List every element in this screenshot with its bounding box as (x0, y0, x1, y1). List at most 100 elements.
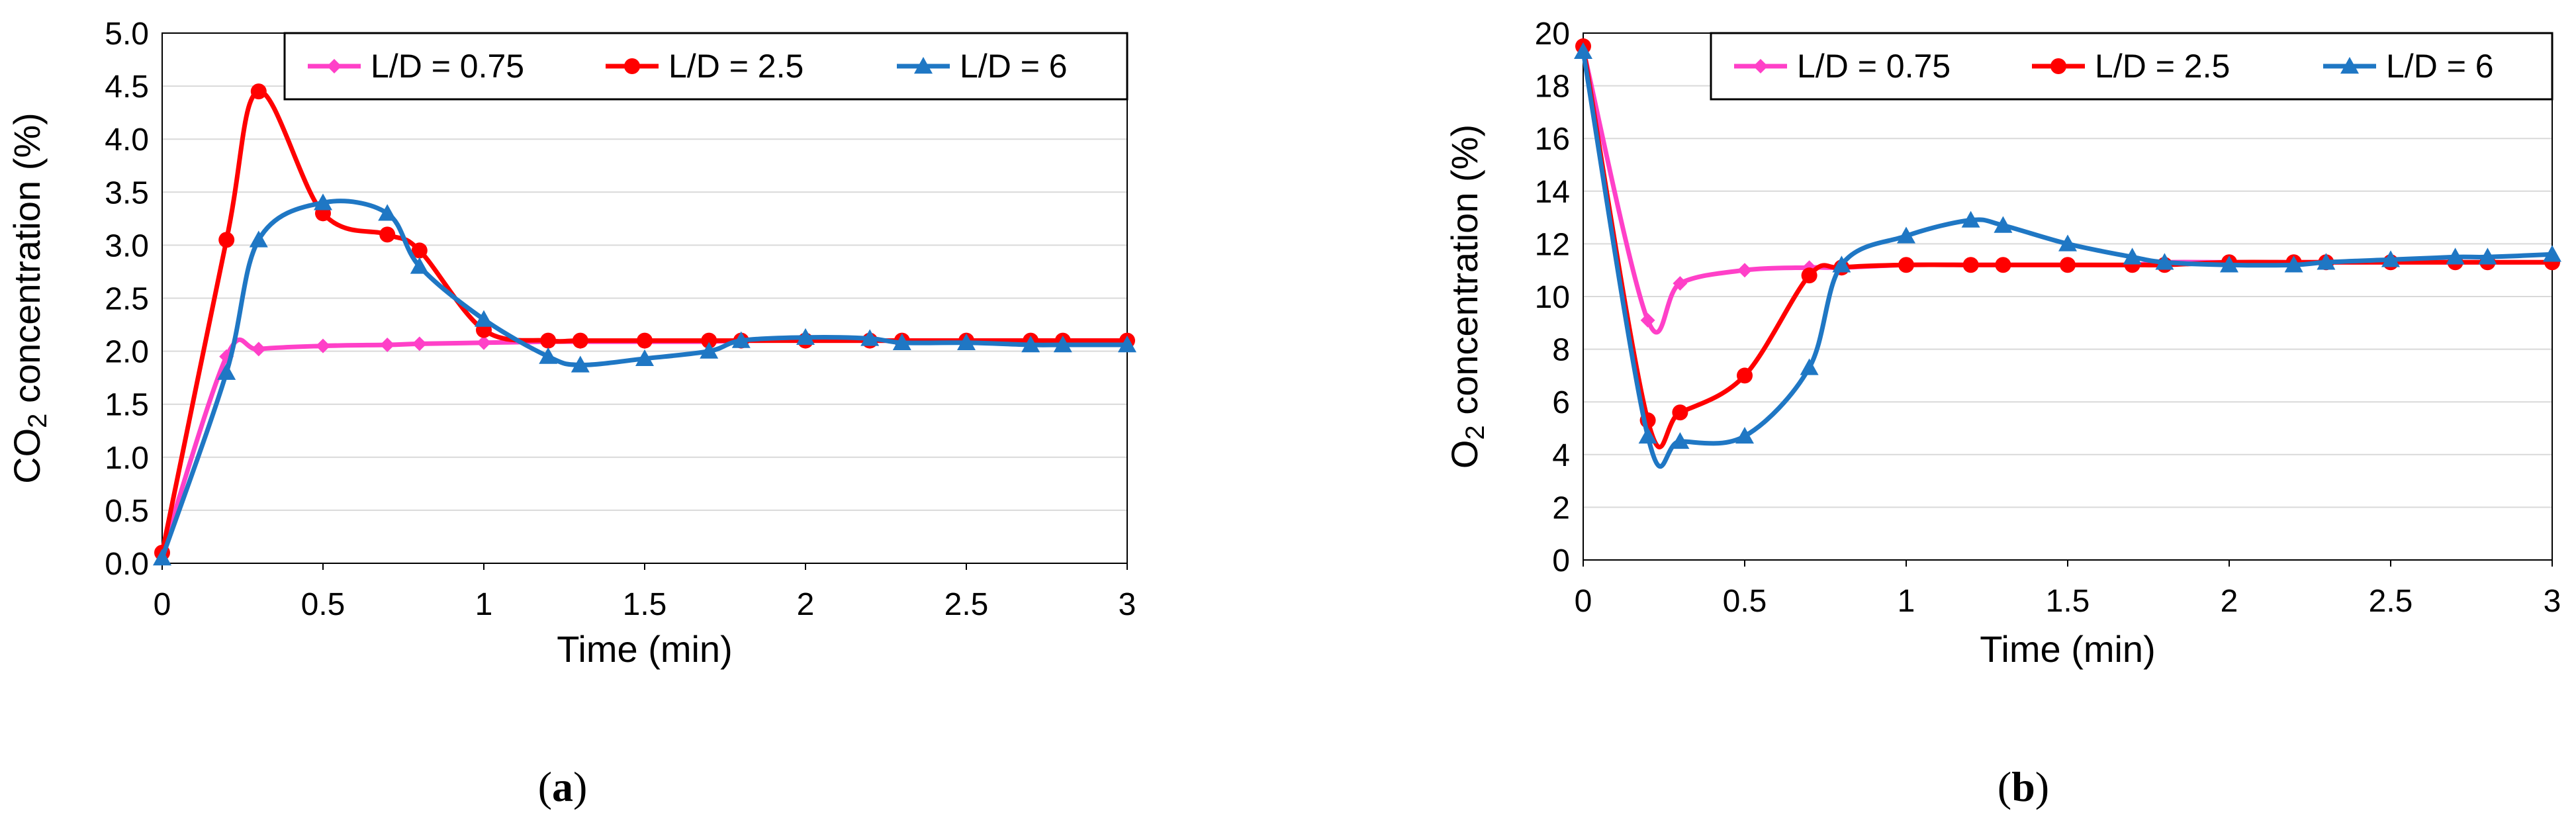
data-point (412, 336, 427, 351)
y-tick-label: 6 (1552, 385, 1570, 420)
y-axis-title-suffix: concentration (%) (6, 113, 48, 413)
data-point (1737, 367, 1753, 384)
data-point (378, 204, 397, 221)
panel-caption: (a) (538, 763, 588, 810)
data-point (477, 335, 491, 350)
y-tick-label: 8 (1552, 333, 1570, 368)
y-tick-label: 2.0 (105, 335, 149, 370)
chart-a: 0.0 0.5 1.0 1.5 2.0 2.5 3.0 3.5 4.0 4.5 5.0 0 0.5 1 1.… (6, 17, 1136, 810)
caption-letter: a (552, 763, 573, 810)
legend-marker (914, 57, 933, 74)
legend-marker (1753, 59, 1768, 73)
data-point (1962, 257, 1979, 273)
data-point (1640, 312, 1655, 328)
data-point (1021, 335, 1040, 353)
caption-open: ( (1998, 763, 2011, 810)
y-tick-label: 18 (1535, 69, 1570, 105)
caption-close: ) (573, 763, 587, 810)
y-axis-title: O2 concentration (%) (1444, 124, 1490, 469)
y-tick-label: 1.5 (105, 388, 149, 423)
y-tick-label: 3.5 (105, 175, 149, 210)
data-point (410, 257, 429, 274)
data-point (316, 338, 330, 353)
data-point (1574, 42, 1592, 60)
y-axis-title-suffix: concentration (%) (1444, 124, 1485, 425)
data-point (796, 328, 815, 345)
data-point (701, 332, 717, 349)
x-tick-label: 0 (1575, 584, 1592, 619)
data-point (379, 226, 396, 243)
y-axis-title-subscript: 2 (23, 414, 52, 428)
data-point (2317, 253, 2336, 270)
x-tick-label: 0 (154, 587, 171, 622)
data-point (1673, 276, 1688, 291)
data-point (1735, 426, 1754, 444)
data-point (1672, 404, 1688, 421)
legend-marker (2340, 57, 2359, 74)
data-point (251, 342, 266, 357)
data-point (892, 333, 911, 350)
panel-caption: (b) (1998, 763, 2049, 810)
x-tick-label: 3 (2544, 584, 2561, 619)
legend-entry: L/D = 6 (960, 48, 1068, 85)
y-axis-title: CO2 concentration (%) (6, 113, 52, 484)
data-point (2155, 253, 2174, 270)
caption-letter: b (2011, 763, 2035, 810)
data-point (539, 347, 558, 364)
legend-entry: L/D = 2.5 (668, 48, 804, 85)
x-tick-label: 0.5 (301, 587, 345, 622)
data-point (314, 193, 332, 210)
x-tick-label: 1 (475, 587, 493, 622)
y-tick-label: 16 (1535, 122, 1570, 157)
data-point (2284, 255, 2303, 273)
data-point (637, 332, 653, 349)
y-tick-label: 10 (1535, 280, 1570, 315)
x-tick-label: 2.5 (944, 587, 989, 622)
series-0 (155, 333, 1134, 560)
y-tick-label: 4 (1552, 438, 1570, 473)
data-point (249, 230, 268, 248)
y-tick-label: 20 (1535, 17, 1570, 52)
y-axis-title-prefix: O (1444, 440, 1485, 469)
y-tick-label: 2.5 (105, 282, 149, 317)
y-tick-label: 0.0 (105, 547, 149, 582)
data-point (2058, 234, 2077, 252)
y-tick-label: 14 (1535, 175, 1570, 210)
x-tick-label: 2 (797, 587, 815, 622)
y-tick-label: 4.0 (105, 122, 149, 158)
data-point (1800, 358, 1819, 375)
x-tick-label: 2.5 (2369, 584, 2413, 619)
legend-marker (624, 58, 640, 74)
legend-box (283, 32, 1128, 101)
data-point (1961, 210, 1980, 228)
legend-entry: L/D = 0.75 (371, 48, 524, 85)
data-point (1638, 426, 1657, 444)
series-line (160, 199, 1127, 559)
data-point (2220, 255, 2238, 273)
data-point (411, 242, 428, 259)
legend-entry: L/D = 6 (2386, 48, 2494, 85)
data-point (1801, 267, 1817, 284)
data-point (731, 331, 751, 348)
legend-entry: L/D = 0.75 (1797, 48, 1951, 85)
data-point (2543, 245, 2561, 262)
chart-b: 0 2 4 6 8 10 12 14 16 18 20 0 0.5 1 1.5 2 2.5 3 Time (min)… (1444, 17, 2561, 810)
x-tick-label: 1 (1898, 584, 1915, 619)
x-tick-label: 1.5 (623, 587, 667, 622)
series-line (160, 337, 1128, 554)
y-axis-title-subscript: 2 (1461, 425, 1490, 439)
data-point (1898, 257, 1914, 273)
data-point (218, 232, 235, 248)
data-point (2478, 248, 2497, 265)
data-point (635, 349, 654, 367)
data-point (380, 337, 395, 352)
series-line (160, 89, 1128, 553)
series-2 (153, 193, 1136, 566)
data-point (1995, 257, 2011, 273)
x-axis-title: Time (min) (1980, 628, 2155, 670)
data-point (1737, 263, 1752, 278)
legend-marker (327, 59, 342, 73)
data-point (957, 333, 976, 350)
y-tick-label: 2 (1552, 490, 1570, 526)
data-point (250, 83, 267, 100)
